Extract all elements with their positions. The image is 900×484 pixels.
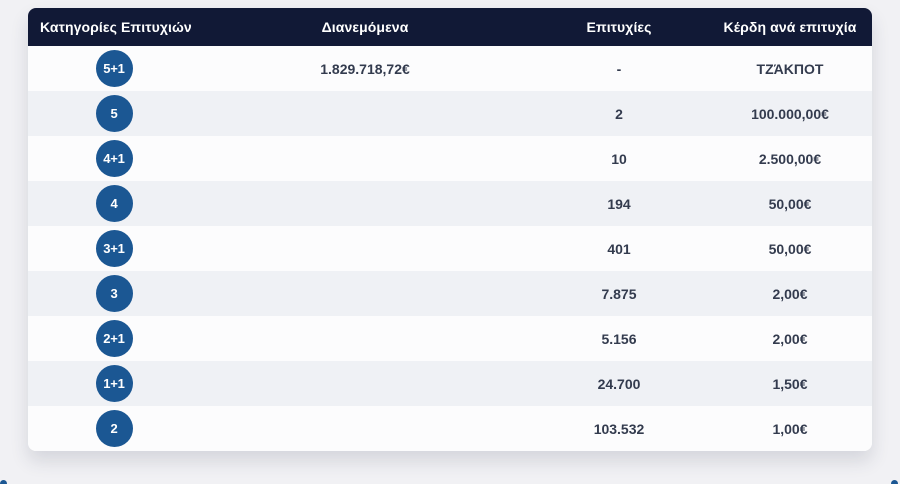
category-badge: 5 xyxy=(95,95,133,132)
table-row: 5+1 1.829.718,72€ - ΤΖΆΚΠΟΤ xyxy=(28,46,872,91)
category-badge: 2+1 xyxy=(95,320,133,357)
table-row: 4+1 10 2.500,00€ xyxy=(28,136,872,181)
winners-cell: 10 xyxy=(611,150,627,167)
prize-cell: 2,00€ xyxy=(772,330,808,347)
winners-cell: - xyxy=(616,60,622,77)
bottom-right-fragment xyxy=(891,480,898,484)
table-row: 4 194 50,00€ xyxy=(28,181,872,226)
table-body: 5+1 1.829.718,72€ - ΤΖΆΚΠΟΤ 5 2 100.000,… xyxy=(28,46,872,451)
winners-cell: 7.875 xyxy=(601,285,637,302)
category-cell: 3+1 xyxy=(28,230,200,267)
bottom-left-fragment xyxy=(0,480,7,484)
column-header-prize: Κέρδη ανά επιτυχία xyxy=(723,19,857,35)
prize-cell: 50,00€ xyxy=(768,195,812,212)
table-row: 2+1 5.156 2,00€ xyxy=(28,316,872,361)
table-header: Κατηγορίες Επιτυχιών Διανεμόμενα Επιτυχί… xyxy=(28,8,872,46)
table-row: 2 103.532 1,00€ xyxy=(28,406,872,451)
winners-cell: 194 xyxy=(607,195,631,212)
category-badge: 1+1 xyxy=(95,365,133,402)
category-cell: 1+1 xyxy=(28,365,200,402)
column-header-winners: Επιτυχίες xyxy=(586,19,652,35)
prize-cell: 100.000,00€ xyxy=(751,105,829,122)
category-badge: 3+1 xyxy=(95,230,133,267)
category-cell: 2 xyxy=(28,410,200,447)
winners-cell: 2 xyxy=(615,105,623,122)
winners-cell: 401 xyxy=(607,240,631,257)
category-badge: 2 xyxy=(95,410,133,447)
category-cell: 5+1 xyxy=(28,50,200,87)
prize-cell: 2,00€ xyxy=(772,285,808,302)
table-row: 3 7.875 2,00€ xyxy=(28,271,872,316)
prize-cell: 1,50€ xyxy=(772,375,808,392)
distributed-cell: 1.829.718,72€ xyxy=(320,60,410,77)
winners-cell: 5.156 xyxy=(601,330,637,347)
table-row: 1+1 24.700 1,50€ xyxy=(28,361,872,406)
category-badge: 5+1 xyxy=(95,50,133,87)
column-header-categories: Κατηγορίες Επιτυχιών xyxy=(40,19,192,35)
category-cell: 4+1 xyxy=(28,140,200,177)
column-header-distributed: Διανεμόμενα xyxy=(321,19,409,35)
category-badge: 4+1 xyxy=(95,140,133,177)
category-badge: 4 xyxy=(95,185,133,222)
table-row: 5 2 100.000,00€ xyxy=(28,91,872,136)
category-badge: 3 xyxy=(95,275,133,312)
prize-cell: 2.500,00€ xyxy=(758,150,822,167)
category-cell: 2+1 xyxy=(28,320,200,357)
category-cell: 5 xyxy=(28,95,200,132)
winners-cell: 24.700 xyxy=(597,375,641,392)
prize-cell: 1,00€ xyxy=(772,420,808,437)
category-cell: 4 xyxy=(28,185,200,222)
prize-table: Κατηγορίες Επιτυχιών Διανεμόμενα Επιτυχί… xyxy=(28,8,872,451)
prize-cell: ΤΖΆΚΠΟΤ xyxy=(756,60,824,77)
winners-cell: 103.532 xyxy=(593,420,645,437)
table-row: 3+1 401 50,00€ xyxy=(28,226,872,271)
prize-cell: 50,00€ xyxy=(768,240,812,257)
category-cell: 3 xyxy=(28,275,200,312)
